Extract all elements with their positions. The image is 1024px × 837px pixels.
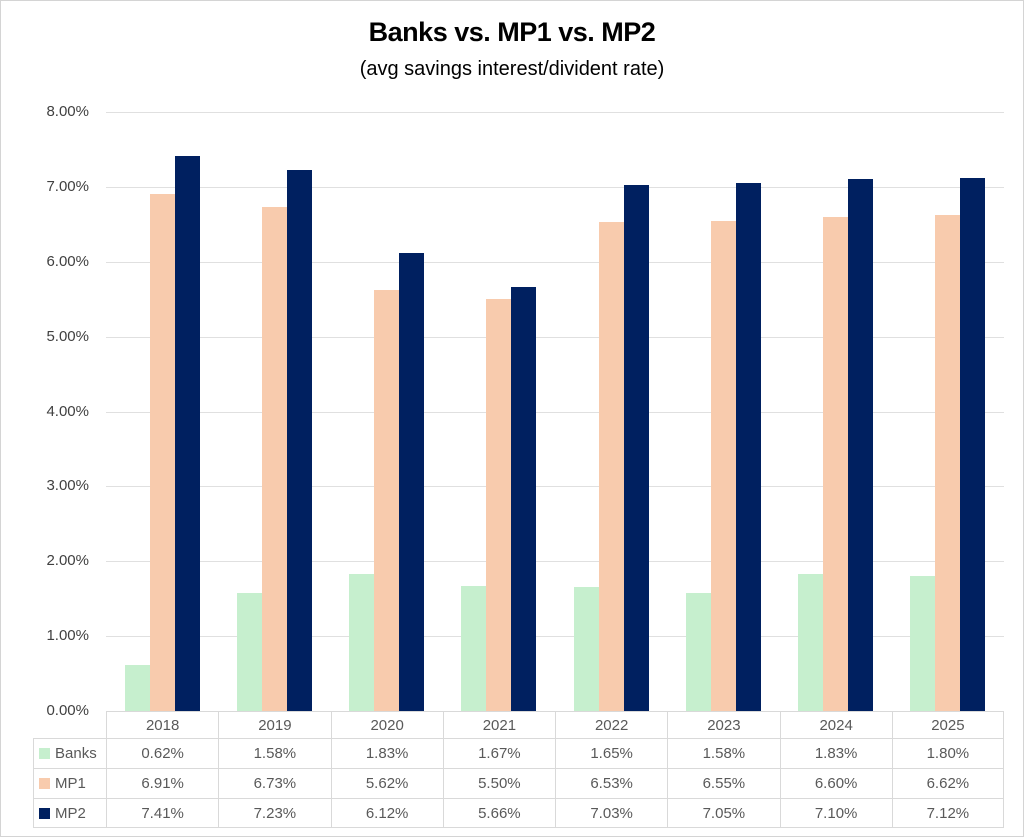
y-tick-label-5.00%: 5.00% — [46, 327, 89, 345]
table-cell-banks-2024: 1.83% — [779, 738, 892, 768]
table-cell-mp2-2025: 7.12% — [891, 798, 1004, 828]
y-tick-label-3.00%: 3.00% — [46, 477, 89, 495]
bar-mp2-2019 — [286, 169, 312, 711]
data-table: 2018 2019 2020 2021 2022 2023 2024 2025 Banks 0.6… — [33, 711, 1004, 828]
bar-mp1-2021 — [486, 299, 512, 711]
chart-subtitle: (avg savings interest/divident rate) — [359, 58, 665, 80]
bar-cluster-2023 — [667, 112, 779, 711]
table-cell-banks-2018: 0.62% — [106, 738, 219, 768]
year-header-2020: 2020 — [330, 711, 443, 738]
bar-mp2-2022 — [623, 184, 649, 711]
table-cell-mp1-2018: 6.91% — [106, 768, 219, 798]
bar-mp1-2023 — [710, 220, 736, 711]
bar-mp1-2022 — [598, 222, 624, 711]
table-cell-banks-2021: 1.67% — [442, 738, 555, 768]
y-axis: 0.00% 1.00% 2.00% 3.00% 4.00% 5.00% 6.00% 7.00%… — [1, 103, 89, 719]
table-corner-cell — [33, 711, 106, 738]
bar-banks-2019 — [236, 592, 262, 711]
bar-banks-2025 — [910, 576, 936, 711]
table-cell-mp2-2018: 7.41% — [106, 798, 219, 828]
year-header-2021: 2021 — [442, 711, 555, 738]
plot-area — [106, 112, 1004, 712]
bar-mp1-2024 — [823, 216, 849, 711]
bar-banks-2018 — [124, 664, 150, 711]
gridline-8.00% — [106, 112, 1004, 113]
table-cell-banks-2023: 1.58% — [667, 738, 780, 768]
bar-banks-2023 — [685, 592, 711, 711]
gridline-6.00% — [106, 261, 1004, 263]
bar-banks-2024 — [798, 573, 824, 711]
table-cell-mp2-2024: 7.10% — [779, 798, 892, 828]
bar-cluster-2024 — [780, 112, 892, 711]
bar-mp2-2021 — [511, 287, 537, 711]
table-cell-mp1-2024: 6.60% — [779, 768, 892, 798]
legend-swatch-banks — [39, 748, 50, 759]
y-tick-label-8.00%: 8.00% — [46, 103, 89, 120]
year-header-2025: 2025 — [891, 711, 1004, 738]
bar-mp2-2020 — [399, 252, 425, 711]
y-tick-label-6.00%: 6.00% — [46, 252, 89, 270]
y-tick-label-7.00%: 7.00% — [46, 177, 89, 195]
table-cell-mp1-2025: 6.62% — [891, 768, 1004, 798]
bar-mp1-2019 — [261, 207, 287, 711]
bar-mp2-2024 — [848, 179, 874, 711]
table-cell-banks-2019: 1.58% — [218, 738, 331, 768]
table-cell-banks-2022: 1.65% — [555, 738, 668, 768]
legend-label-banks: Banks — [55, 745, 97, 762]
table-cell-mp2-2022: 7.03% — [555, 798, 668, 828]
gridline-7.00% — [106, 186, 1004, 188]
bar-cluster-2019 — [218, 112, 330, 711]
year-header-2024: 2024 — [779, 711, 892, 738]
gridline-1.00% — [106, 636, 1004, 638]
bar-mp2-2025 — [960, 177, 986, 711]
table-cell-banks-2025: 1.80% — [891, 738, 1004, 768]
bar-banks-2022 — [573, 587, 599, 711]
table-cell-mp2-2021: 5.66% — [442, 798, 555, 828]
year-header-2018: 2018 — [106, 711, 219, 738]
legend-cell-banks: Banks — [33, 738, 106, 768]
year-header-2023: 2023 — [667, 711, 780, 738]
table-cell-mp1-2019: 6.73% — [218, 768, 331, 798]
year-header-2022: 2022 — [555, 711, 668, 738]
table-cell-mp1-2022: 6.53% — [555, 768, 668, 798]
bar-mp1-2025 — [935, 215, 961, 711]
y-tick-label-4.00%: 4.00% — [46, 402, 89, 420]
chart-title: Banks vs. MP1 vs. MP2 — [368, 17, 656, 47]
gridline-5.00% — [106, 336, 1004, 338]
gridline-4.00% — [106, 411, 1004, 413]
bar-mp2-2018 — [174, 156, 200, 711]
legend-cell-mp1: MP1 — [33, 768, 106, 798]
table-cell-mp2-2023: 7.05% — [667, 798, 780, 828]
y-tick-label-0.00%: 0.00% — [46, 702, 89, 719]
legend-swatch-mp1 — [39, 778, 50, 789]
table-cell-mp1-2021: 5.50% — [442, 768, 555, 798]
legend-label-mp2: MP2 — [55, 804, 86, 822]
table-cell-mp2-2019: 7.23% — [218, 798, 331, 828]
year-header-2019: 2019 — [218, 711, 331, 738]
legend-cell-mp2: MP2 — [33, 798, 106, 828]
bar-cluster-2018 — [106, 112, 218, 711]
gridline-2.00% — [106, 561, 1004, 563]
bar-cluster-2020 — [331, 112, 443, 711]
y-tick-label-2.00%: 2.00% — [46, 552, 89, 570]
table-cell-mp2-2020: 6.12% — [330, 798, 443, 828]
legend-label-mp1: MP1 — [55, 775, 86, 792]
table-cell-banks-2020: 1.83% — [330, 738, 443, 768]
table-cell-mp1-2020: 5.62% — [330, 768, 443, 798]
bar-banks-2020 — [349, 573, 375, 711]
bar-mp2-2023 — [735, 183, 761, 711]
bar-mp1-2020 — [374, 290, 400, 711]
y-tick-label-1.00%: 1.00% — [46, 627, 89, 645]
table-cell-mp1-2023: 6.55% — [667, 768, 780, 798]
legend-swatch-mp2 — [39, 807, 50, 819]
bar-cluster-2025 — [892, 112, 1004, 711]
bar-cluster-2022 — [555, 112, 667, 711]
bar-mp1-2018 — [149, 193, 175, 711]
gridline-3.00% — [106, 486, 1004, 488]
bar-banks-2021 — [461, 585, 487, 711]
bar-cluster-2021 — [443, 112, 555, 711]
